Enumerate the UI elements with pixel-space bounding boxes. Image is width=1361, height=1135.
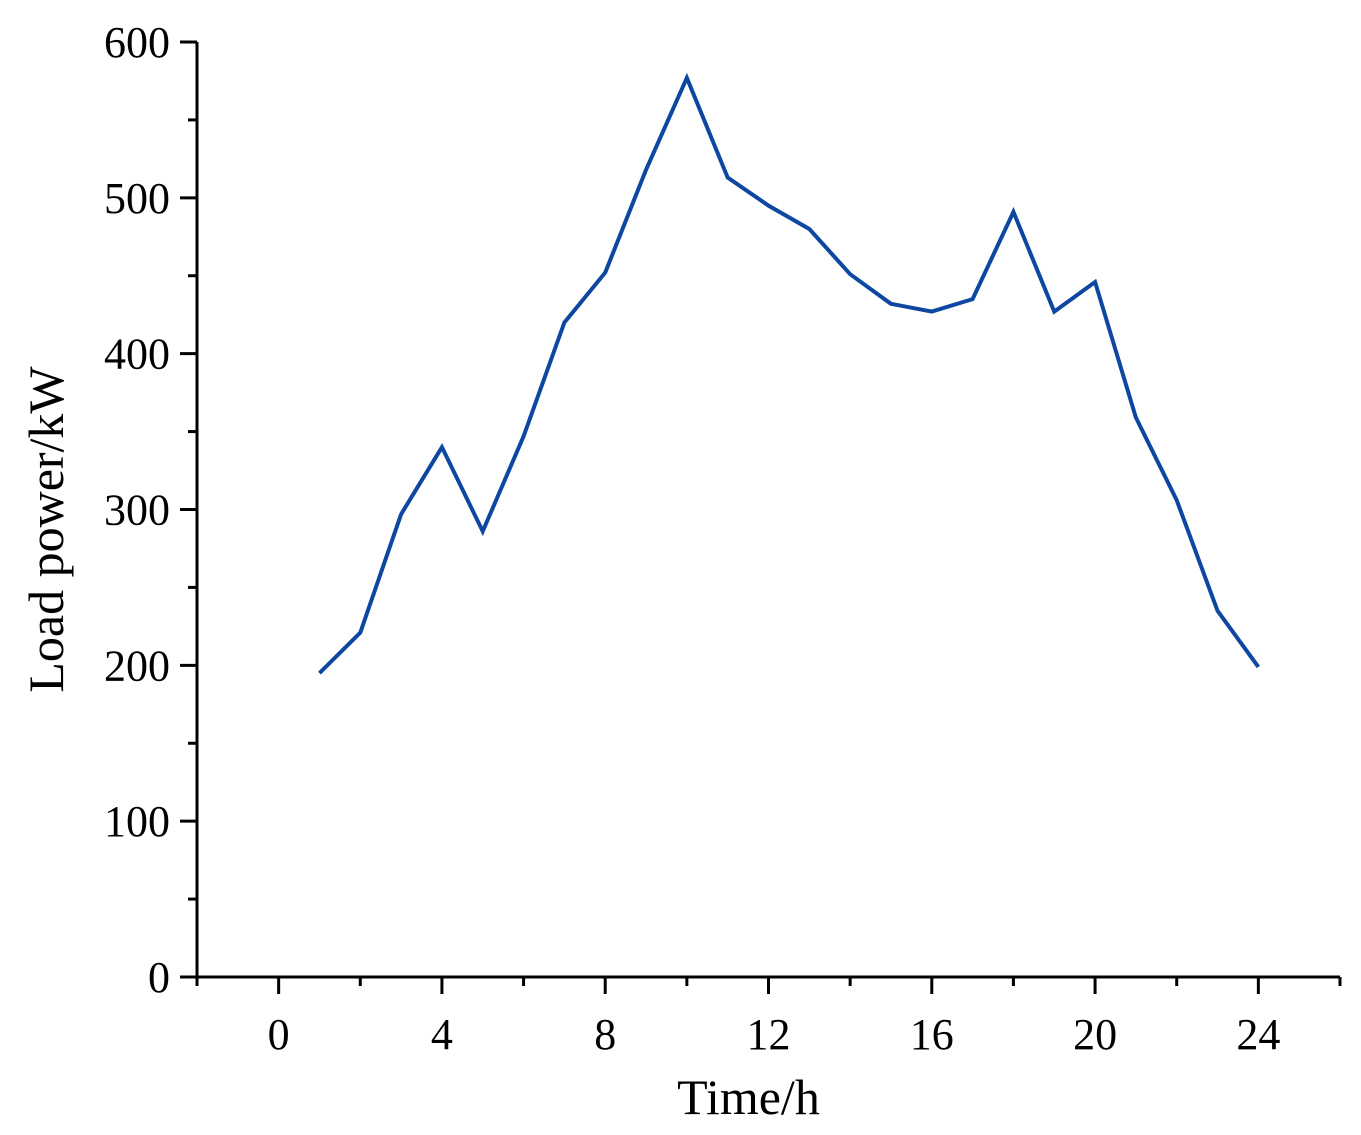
ticks — [180, 40, 1342, 994]
data-point — [1216, 609, 1220, 613]
data-point — [317, 671, 321, 675]
data-point — [1256, 665, 1260, 669]
data-point — [685, 76, 689, 80]
data-point — [930, 310, 934, 314]
y-tick-label: 300 — [104, 486, 170, 535]
y-tick-label: 0 — [148, 953, 170, 1002]
y-tick-label: 200 — [104, 641, 170, 690]
y-tick-label: 500 — [104, 174, 170, 223]
data-point — [1052, 310, 1056, 314]
data-point — [848, 272, 852, 276]
y-tick-label: 100 — [104, 797, 170, 846]
x-tick-label: 4 — [431, 1010, 453, 1059]
series-layer — [317, 72, 1260, 675]
axes — [195, 42, 1340, 979]
data-point — [358, 631, 362, 635]
data-point — [767, 204, 771, 208]
y-tick-label: 400 — [104, 330, 170, 379]
data-point — [1093, 280, 1097, 284]
x-tick-label: 24 — [1236, 1010, 1280, 1059]
data-point — [1175, 498, 1179, 502]
data-point — [726, 176, 730, 180]
data-point — [481, 529, 485, 533]
data-point — [562, 321, 566, 325]
x-tick-label: 20 — [1073, 1010, 1117, 1059]
data-point — [440, 445, 444, 449]
x-tick-label: 8 — [594, 1010, 616, 1059]
data-point — [1011, 210, 1015, 214]
x-tick-label: 12 — [747, 1010, 791, 1059]
x-tick-label: 0 — [268, 1010, 290, 1059]
series-line — [318, 72, 1260, 675]
data-point — [889, 302, 893, 306]
y-tick-label: 600 — [104, 18, 170, 67]
data-point — [603, 271, 607, 275]
data-point — [644, 168, 648, 172]
data-point — [399, 512, 403, 516]
data-point — [971, 297, 975, 301]
x-axis-title: Time/h — [677, 1069, 820, 1125]
data-point — [807, 227, 811, 231]
data-point — [1134, 416, 1138, 420]
x-tick-label: 16 — [910, 1010, 954, 1059]
y-axis-title: Load power/kW — [18, 366, 74, 693]
data-point — [522, 434, 526, 438]
tick-labels: 0 100 200 300 400 500 600 0 4 8 12 16 20 24 — [104, 18, 1280, 1059]
